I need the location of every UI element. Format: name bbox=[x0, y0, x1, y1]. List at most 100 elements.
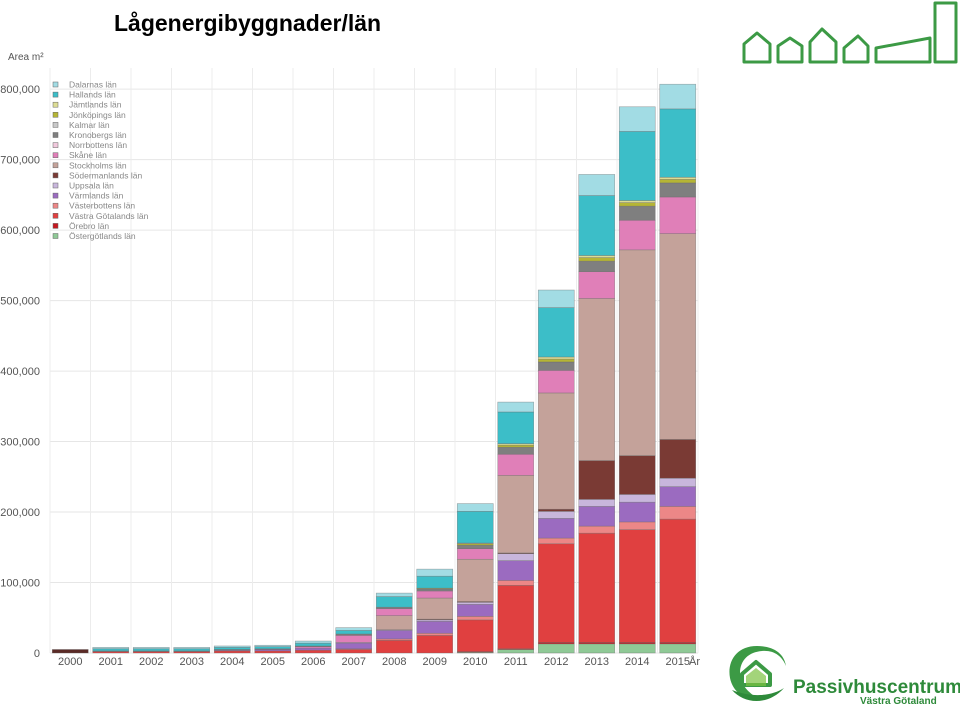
bar-segment bbox=[537, 508, 575, 512]
y-tick-label: 200,000 bbox=[0, 507, 40, 519]
bar-segment bbox=[618, 494, 656, 503]
bar-segment bbox=[173, 648, 211, 652]
legend-label: Skåne län bbox=[69, 150, 107, 160]
bar-segment bbox=[618, 521, 656, 530]
bar-segment bbox=[537, 370, 575, 394]
bar-segment bbox=[456, 619, 494, 652]
bar-segment bbox=[537, 643, 575, 654]
legend-swatch bbox=[52, 233, 59, 239]
legend-swatch bbox=[52, 91, 59, 98]
y-tick-label: 500,000 bbox=[0, 296, 40, 308]
bar-segment bbox=[618, 131, 656, 201]
bar-segment bbox=[659, 196, 697, 234]
bar-segment bbox=[659, 83, 697, 110]
bar-segment bbox=[294, 640, 332, 644]
x-tick-label: 2002 bbox=[139, 656, 163, 668]
x-tick-label: 2005 bbox=[261, 656, 285, 668]
bar-segment bbox=[497, 411, 535, 444]
bar-segment bbox=[456, 558, 494, 602]
x-tick-label: 2006 bbox=[301, 656, 325, 668]
bar-segment bbox=[335, 642, 373, 650]
x-tick-label: 2009 bbox=[423, 656, 447, 668]
bar-segment bbox=[578, 643, 616, 654]
passive-house-logo bbox=[729, 646, 786, 701]
x-tick-label: 2000 bbox=[58, 656, 82, 668]
bar-segment bbox=[578, 532, 616, 643]
bar-segment bbox=[456, 503, 494, 512]
brand-subtitle: Västra Götaland bbox=[860, 696, 937, 707]
bar-segment bbox=[537, 356, 575, 360]
bar-segment bbox=[578, 255, 616, 258]
bar-segment bbox=[173, 647, 211, 650]
x-tick-label: 2003 bbox=[180, 656, 204, 668]
chart-grid bbox=[49, 68, 699, 654]
legend-swatch bbox=[52, 223, 59, 229]
bar-segment bbox=[375, 608, 413, 616]
bar-segment bbox=[375, 615, 413, 631]
legend-swatch bbox=[52, 213, 59, 219]
bar-segment bbox=[254, 644, 292, 647]
bar-segment bbox=[294, 642, 332, 647]
bar-segment bbox=[578, 260, 616, 272]
bar-segment bbox=[578, 257, 616, 262]
x-tick-label: 2004 bbox=[220, 656, 244, 668]
bar-segment bbox=[375, 596, 413, 608]
bar-segment bbox=[659, 182, 697, 198]
bar-segment bbox=[497, 560, 535, 581]
bar-segment bbox=[213, 645, 251, 648]
bar-segment bbox=[213, 647, 251, 650]
bar-segment bbox=[456, 601, 494, 605]
bar-segment bbox=[497, 453, 535, 476]
legend-label: Jönköpings län bbox=[69, 110, 126, 120]
bar-segment bbox=[578, 174, 616, 196]
bar-segment bbox=[537, 392, 575, 510]
bar-segment bbox=[456, 548, 494, 560]
bar-segment bbox=[618, 200, 656, 203]
bar-segment bbox=[416, 588, 454, 592]
bar-segment bbox=[618, 501, 656, 523]
bar-segment bbox=[375, 592, 413, 597]
bar-segment bbox=[578, 298, 616, 461]
y-tick-label: 800,000 bbox=[0, 84, 40, 96]
y-tick-label: 600,000 bbox=[0, 225, 40, 237]
legend-label: Östergötlands län bbox=[69, 231, 136, 241]
legend-label: Södermanlands län bbox=[69, 170, 143, 180]
bar-segment bbox=[497, 585, 535, 650]
bar-segment bbox=[578, 506, 616, 527]
legend-label: Dalarnas län bbox=[69, 80, 117, 90]
y-axis-label: Area m² bbox=[8, 52, 44, 63]
chart-axes: 0 100,000 200,000 300,000 400,000 500,000 600,… bbox=[0, 52, 700, 668]
bar-segment bbox=[659, 233, 697, 440]
bar-segment bbox=[578, 460, 616, 500]
legend-swatch bbox=[52, 142, 59, 148]
legend-label: Värmlands län bbox=[69, 191, 124, 201]
legend-swatch bbox=[52, 172, 59, 179]
bar-segment bbox=[335, 649, 373, 654]
chart-bars bbox=[51, 83, 697, 654]
legend-label: Kronobergs län bbox=[69, 130, 127, 140]
x-tick-label: 2011 bbox=[504, 656, 528, 668]
bar-segment bbox=[578, 499, 616, 507]
x-tick-label: 2008 bbox=[382, 656, 406, 668]
legend-swatch bbox=[52, 162, 59, 169]
x-tick-label: 2012 bbox=[544, 656, 568, 668]
legend-label: Norrbottens län bbox=[69, 140, 127, 150]
x-tick-label: 2007 bbox=[342, 656, 366, 668]
bar-segment bbox=[659, 179, 697, 184]
legend-label: Västra Götalands län bbox=[69, 211, 149, 221]
bar-segment bbox=[618, 205, 656, 221]
bar-segment bbox=[92, 648, 130, 652]
legend-swatch bbox=[52, 81, 59, 88]
bar-segment bbox=[497, 444, 535, 448]
bar-segment bbox=[335, 635, 373, 643]
bar-segment bbox=[375, 640, 413, 654]
bar-segment bbox=[497, 446, 535, 455]
bar-segment bbox=[659, 477, 697, 487]
bar-segment bbox=[537, 518, 575, 539]
stacked-bar-chart: 0 100,000 200,000 300,000 400,000 500,000 600,… bbox=[0, 52, 700, 668]
legend-label: Örebro län bbox=[69, 221, 109, 231]
bar-segment bbox=[537, 361, 575, 371]
bar-segment bbox=[659, 506, 697, 520]
bar-segment bbox=[497, 649, 535, 654]
